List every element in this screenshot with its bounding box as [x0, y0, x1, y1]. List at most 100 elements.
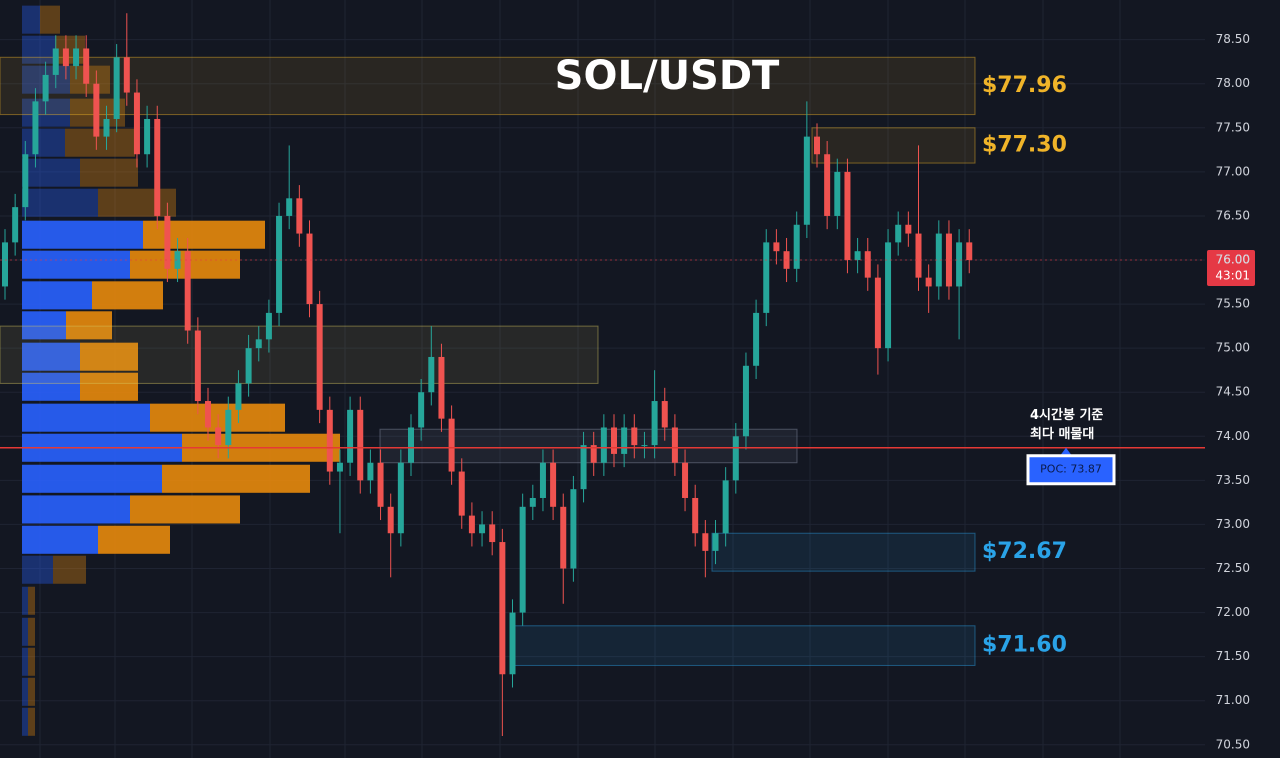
- annotation: 최다 매물대: [1030, 426, 1094, 442]
- zone: [509, 625, 976, 666]
- candle-body: [42, 74, 49, 102]
- candle-body: [519, 506, 526, 613]
- y-tick-label: 77.50: [1216, 120, 1250, 134]
- buy-volume-bar: [22, 158, 80, 187]
- last-price-tag: [1207, 250, 1255, 287]
- candles: [2, 13, 973, 736]
- sell-volume-bar: [150, 403, 285, 432]
- candle-body: [2, 242, 8, 287]
- candle-body: [174, 251, 181, 269]
- y-tick-label: 78.50: [1216, 32, 1250, 46]
- candle-body: [560, 506, 567, 569]
- buy-volume-bar: [22, 495, 130, 524]
- candle-body: [408, 427, 414, 463]
- candle-body: [712, 533, 719, 551]
- candle-body: [935, 233, 942, 287]
- candle-body: [397, 462, 404, 534]
- sell-volume-bar: [28, 586, 35, 615]
- zone: [0, 325, 599, 384]
- y-tick-label: 72.00: [1216, 605, 1250, 619]
- candle-body: [245, 348, 252, 384]
- candle-body: [103, 118, 110, 137]
- sell-volume-bar: [80, 158, 138, 187]
- sell-volume-bar: [80, 372, 138, 401]
- chart-title: SOL/USDT: [555, 53, 780, 99]
- zone: [811, 127, 976, 164]
- candle-body: [154, 118, 161, 216]
- buy-volume-bar: [22, 250, 130, 279]
- zone-label: $77.96: [982, 73, 1067, 98]
- candle-body: [753, 312, 760, 366]
- buy-volume-bar: [22, 617, 28, 646]
- candle-body: [336, 462, 343, 472]
- zone-label: $77.30: [982, 132, 1067, 157]
- candle-body: [671, 427, 678, 463]
- sell-volume-bar: [92, 281, 163, 310]
- candle-body: [184, 251, 191, 331]
- candle-body: [255, 339, 262, 349]
- buy-volume-bar: [22, 311, 66, 340]
- sell-volume-bar: [28, 617, 35, 646]
- candle-body: [631, 427, 638, 446]
- sell-volume-bar: [28, 677, 35, 706]
- candle-body: [915, 233, 922, 278]
- candle-body: [844, 171, 851, 261]
- candle-body: [52, 48, 59, 75]
- candle-body: [590, 445, 597, 463]
- candle-body: [458, 471, 465, 516]
- zone-label: $72.67: [982, 539, 1067, 564]
- candle-body: [773, 242, 780, 252]
- candle-body: [235, 383, 242, 410]
- candle-body: [763, 242, 770, 313]
- buy-volume-bar: [22, 342, 80, 371]
- sell-volume-bar: [143, 220, 265, 249]
- candle-body: [347, 409, 354, 463]
- candle-body: [448, 418, 455, 472]
- candle-body: [428, 356, 435, 393]
- candle-body: [600, 427, 607, 463]
- candle-body: [793, 224, 800, 269]
- annotation: 4시간봉 기준: [1030, 407, 1103, 423]
- candle-body: [377, 462, 384, 507]
- candle-body: [702, 533, 709, 551]
- sell-volume-bar: [28, 647, 35, 676]
- candle-body: [194, 330, 201, 402]
- candle-body: [326, 409, 333, 472]
- sell-volume-bar: [40, 5, 60, 34]
- candle-body: [62, 48, 69, 67]
- sell-volume-bar: [55, 35, 85, 64]
- y-tick-label: 74.50: [1216, 385, 1250, 399]
- sell-volume-bar: [53, 555, 86, 584]
- y-tick-label: 71.50: [1216, 649, 1250, 663]
- candle-body: [874, 277, 881, 349]
- candle-body: [83, 48, 90, 84]
- candle-body: [529, 497, 536, 507]
- buy-volume-bar: [22, 372, 80, 401]
- buy-volume-bar: [22, 586, 28, 615]
- candle-body: [22, 154, 29, 208]
- candle-body: [539, 462, 546, 498]
- candle-body: [509, 612, 516, 675]
- buy-volume-bar: [22, 555, 53, 584]
- candle-body: [682, 462, 689, 498]
- candle-body: [885, 242, 892, 349]
- sell-volume-bar: [65, 128, 135, 157]
- poc-label: POC: 73.87: [1040, 463, 1102, 476]
- sell-volume-bar: [130, 495, 240, 524]
- candle-body: [438, 356, 445, 419]
- last-price-label: 76.00: [1216, 253, 1250, 267]
- y-tick-label: 78.00: [1216, 76, 1250, 90]
- candle-body: [864, 251, 871, 278]
- candle-body: [113, 57, 120, 119]
- sell-volume-bar: [98, 188, 176, 217]
- candle-body: [570, 489, 577, 569]
- candle-body: [306, 233, 313, 305]
- candle-body: [692, 497, 699, 534]
- y-tick-label: 73.00: [1216, 517, 1250, 531]
- candle-body: [265, 312, 272, 340]
- candle-body: [945, 233, 952, 287]
- candle-body: [834, 171, 841, 216]
- buy-volume-bar: [22, 647, 28, 676]
